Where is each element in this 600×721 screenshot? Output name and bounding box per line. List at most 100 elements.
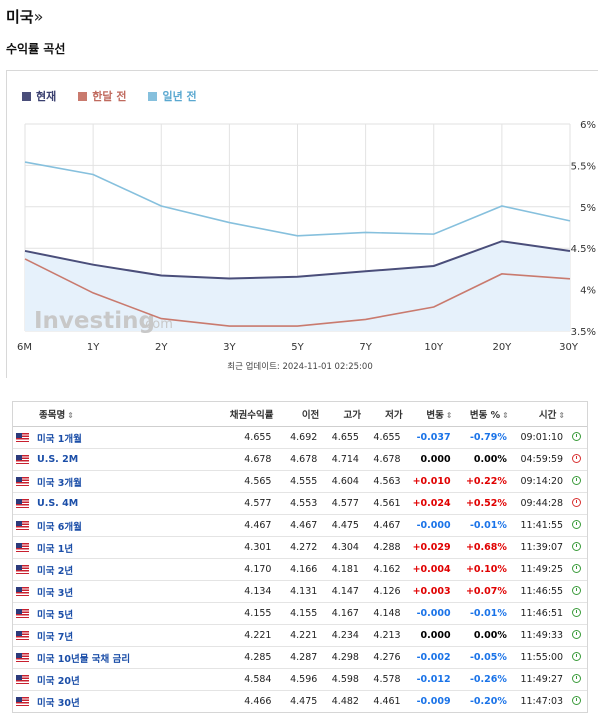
col-low-header[interactable]: 저가 <box>361 402 404 427</box>
page-title[interactable]: 미국 <box>6 8 34 26</box>
bond-name-cell[interactable]: 미국 5년 <box>13 602 219 625</box>
bond-name-link[interactable]: 미국 3년 <box>37 587 74 599</box>
bond-name-link[interactable]: 미국 5년 <box>37 609 74 621</box>
bond-name-cell[interactable]: 미국 10년물 국채 금리 <box>13 646 219 669</box>
table-row[interactable]: 미국 30년 4.466 4.475 4.482 4.461 -0.009 -0.20% 11… <box>13 690 587 713</box>
col-change-pct-header[interactable]: 변동 % ⇕ <box>453 402 510 427</box>
low-cell: 4.148 <box>361 602 404 625</box>
table-row[interactable]: 미국 1년 4.301 4.272 4.304 4.288 +0.029 +0.68% 11:… <box>13 536 587 559</box>
time-cell: 11:49:25 <box>509 558 567 581</box>
yield-cell: 4.301 <box>218 536 275 559</box>
bond-name-link[interactable]: 미국 2년 <box>37 565 74 577</box>
table-row[interactable]: U.S. 2M 4.678 4.678 4.714 4.678 0.000 0.00% 04:… <box>13 448 587 471</box>
clock-icon <box>572 585 582 595</box>
prev-cell: 4.131 <box>274 580 321 603</box>
bond-name-link[interactable]: U.S. 4M <box>37 498 79 509</box>
us-flag-icon <box>16 587 29 596</box>
bond-name-cell[interactable]: 미국 7년 <box>13 624 219 647</box>
bond-name-cell[interactable]: 미국 20년 <box>13 668 219 691</box>
col-time-header[interactable]: 시간 ⇕ <box>509 402 567 427</box>
time-cell: 11:49:27 <box>509 668 567 691</box>
bond-name-cell[interactable]: 미국 2년 <box>13 558 219 581</box>
high-cell: 4.714 <box>320 448 362 471</box>
bond-name-cell[interactable]: U.S. 2M <box>13 448 219 471</box>
bond-name-link[interactable]: 미국 3개월 <box>37 477 82 489</box>
prev-cell: 4.555 <box>274 470 321 493</box>
us-flag-icon <box>16 697 29 706</box>
table-row[interactable]: 미국 5년 4.155 4.155 4.167 4.148 -0.000 -0.01% 11:… <box>13 602 587 625</box>
bond-name-cell[interactable]: U.S. 4M <box>13 492 219 515</box>
clock-icon <box>572 563 582 573</box>
prev-cell: 4.155 <box>274 602 321 625</box>
chart-heading: 수익률 곡선 <box>6 42 66 56</box>
low-cell: 4.678 <box>361 448 404 471</box>
y-tick-label: 4.5% <box>571 244 596 255</box>
us-flag-icon <box>16 653 29 662</box>
bond-name-cell[interactable]: 미국 6개월 <box>13 514 219 537</box>
time-cell: 11:47:03 <box>520 696 564 707</box>
bond-name-link[interactable]: 미국 1개월 <box>37 433 82 445</box>
low-cell: 4.563 <box>361 470 404 493</box>
table-row[interactable]: 미국 3개월 4.565 4.555 4.604 4.563 +0.010 +0.22% 09… <box>13 470 587 493</box>
legend-item-current[interactable]: 현재 <box>22 88 56 104</box>
more-arrow-icon[interactable]: » <box>33 7 44 26</box>
table-row[interactable]: 미국 3년 4.134 4.131 4.147 4.126 +0.003 +0.07% 11:… <box>13 580 587 603</box>
table-row[interactable]: 미국 20년 4.584 4.596 4.598 4.578 -0.012 -0.26% 11… <box>13 668 587 691</box>
prev-cell: 4.166 <box>274 558 321 581</box>
low-cell: 4.461 <box>373 696 401 707</box>
high-cell: 4.604 <box>320 470 362 493</box>
status-cell <box>566 470 587 493</box>
bond-name-cell[interactable]: 미국 1년 <box>13 536 219 559</box>
y-tick-label: 4% <box>580 286 596 297</box>
status-cell <box>566 514 587 537</box>
x-tick-label: 3Y <box>223 342 236 353</box>
us-flag-icon <box>16 631 29 640</box>
bond-name-cell[interactable]: 미국 3년 <box>13 580 219 603</box>
legend-swatch-year-ago <box>148 91 158 101</box>
bond-name-link[interactable]: U.S. 2M <box>37 454 79 465</box>
col-high-header[interactable]: 고가 <box>320 402 362 427</box>
table-row[interactable]: 미국 7년 4.221 4.221 4.234 4.213 0.000 0.00% 11:49… <box>13 624 587 647</box>
low-cell: 4.276 <box>361 646 404 669</box>
bond-name-cell[interactable]: 미국 3개월 <box>13 470 219 493</box>
high-cell: 4.147 <box>320 580 362 603</box>
change-pct-cell: -0.01% <box>453 514 510 537</box>
bond-name-cell[interactable]: 미국 1개월 <box>13 426 219 449</box>
bond-name-link[interactable]: 미국 30년 <box>37 697 80 709</box>
table-row[interactable]: 미국 2년 4.170 4.166 4.181 4.162 +0.004 +0.10% 11:… <box>13 558 587 581</box>
table-row[interactable]: 미국 10년물 국채 금리 4.285 4.287 4.298 4.276 -0.002-… <box>13 646 587 669</box>
yield-cell: 4.584 <box>218 668 275 691</box>
bond-name-link[interactable]: 미국 7년 <box>37 631 74 643</box>
col-yield-header[interactable]: 채권수익률 <box>218 402 275 427</box>
col-prev-header[interactable]: 이전 <box>274 402 321 427</box>
prev-cell: 4.553 <box>274 492 321 515</box>
yield-cell: 4.155 <box>218 602 275 625</box>
table-row[interactable]: U.S. 4M 4.577 4.553 4.577 4.561 +0.024 +0.52% 0… <box>13 492 587 515</box>
change-cell: +0.010 <box>403 470 454 493</box>
bond-name-cell[interactable]: 미국 30년 <box>13 691 218 713</box>
us-flag-icon <box>16 477 29 486</box>
bond-name-link[interactable]: 미국 6개월 <box>37 521 82 533</box>
table-row[interactable]: 미국 1개월 4.655 4.692 4.655 4.655 -0.037 -0.79% 09… <box>13 426 587 449</box>
y-tick-label: 6% <box>580 120 596 131</box>
current-area-fill <box>25 241 570 331</box>
series-line-year-ago <box>24 161 571 237</box>
legend-item-month-ago[interactable]: 한달 전 <box>78 88 126 104</box>
legend-swatch-month-ago <box>78 91 88 101</box>
bond-name-link[interactable]: 미국 1년 <box>37 543 74 555</box>
investing-watermark: Investing <box>34 308 155 334</box>
legend-item-year-ago[interactable]: 일년 전 <box>148 88 197 104</box>
col-change-header[interactable]: 변동 ⇕ <box>403 402 454 427</box>
table-body: 미국 1개월 4.655 4.692 4.655 4.655 -0.037 -0.79% 09… <box>13 426 587 713</box>
bond-name-link[interactable]: 미국 10년물 국채 금리 <box>37 653 131 665</box>
time-cell: 11:39:07 <box>509 536 567 559</box>
bond-name-link[interactable]: 미국 20년 <box>37 675 80 687</box>
high-cell: 4.234 <box>320 624 362 647</box>
status-cell <box>566 426 587 449</box>
chart-container <box>6 70 598 378</box>
table-row[interactable]: 미국 6개월 4.467 4.467 4.475 4.467 -0.000 -0.01% 11… <box>13 514 587 537</box>
change-cell: +0.004 <box>403 558 454 581</box>
change-pct-cell: +0.10% <box>453 558 510 581</box>
us-flag-icon <box>16 499 29 508</box>
col-name-header[interactable]: 종목명 ⇕ <box>13 402 219 427</box>
